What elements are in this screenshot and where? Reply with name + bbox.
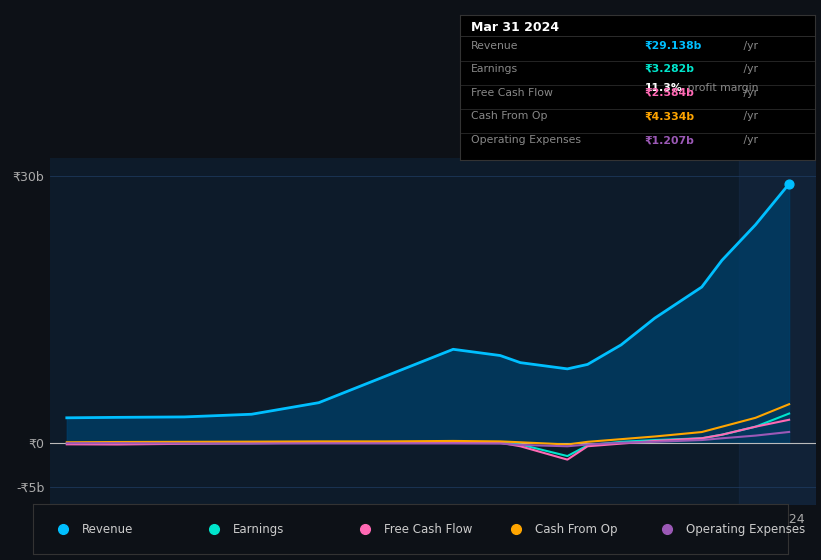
Point xyxy=(782,179,796,188)
Text: /yr: /yr xyxy=(741,111,759,122)
Text: Operating Expenses: Operating Expenses xyxy=(470,136,580,146)
Text: Revenue: Revenue xyxy=(470,41,518,51)
Text: /yr: /yr xyxy=(741,41,759,51)
Text: Mar 31 2024: Mar 31 2024 xyxy=(470,21,559,34)
Text: Free Cash Flow: Free Cash Flow xyxy=(470,87,553,97)
Text: Operating Expenses: Operating Expenses xyxy=(686,522,805,536)
Text: ₹29.138b: ₹29.138b xyxy=(644,41,702,51)
Text: ₹3.282b: ₹3.282b xyxy=(644,64,695,73)
Text: Free Cash Flow: Free Cash Flow xyxy=(384,522,472,536)
Text: ₹1.207b: ₹1.207b xyxy=(644,136,695,146)
Text: /yr: /yr xyxy=(741,64,759,73)
Text: 11.3%: 11.3% xyxy=(644,83,682,93)
Text: ₹4.334b: ₹4.334b xyxy=(644,111,695,122)
Text: Cash From Op: Cash From Op xyxy=(470,111,547,122)
Text: ₹2.584b: ₹2.584b xyxy=(644,87,695,97)
Text: Earnings: Earnings xyxy=(470,64,518,73)
Text: Revenue: Revenue xyxy=(82,522,133,536)
Bar xyxy=(739,158,816,505)
Text: /yr: /yr xyxy=(741,87,759,97)
Text: Earnings: Earnings xyxy=(233,522,284,536)
Text: /yr: /yr xyxy=(741,136,759,146)
Text: profit margin: profit margin xyxy=(684,83,758,93)
Text: Cash From Op: Cash From Op xyxy=(535,522,617,536)
